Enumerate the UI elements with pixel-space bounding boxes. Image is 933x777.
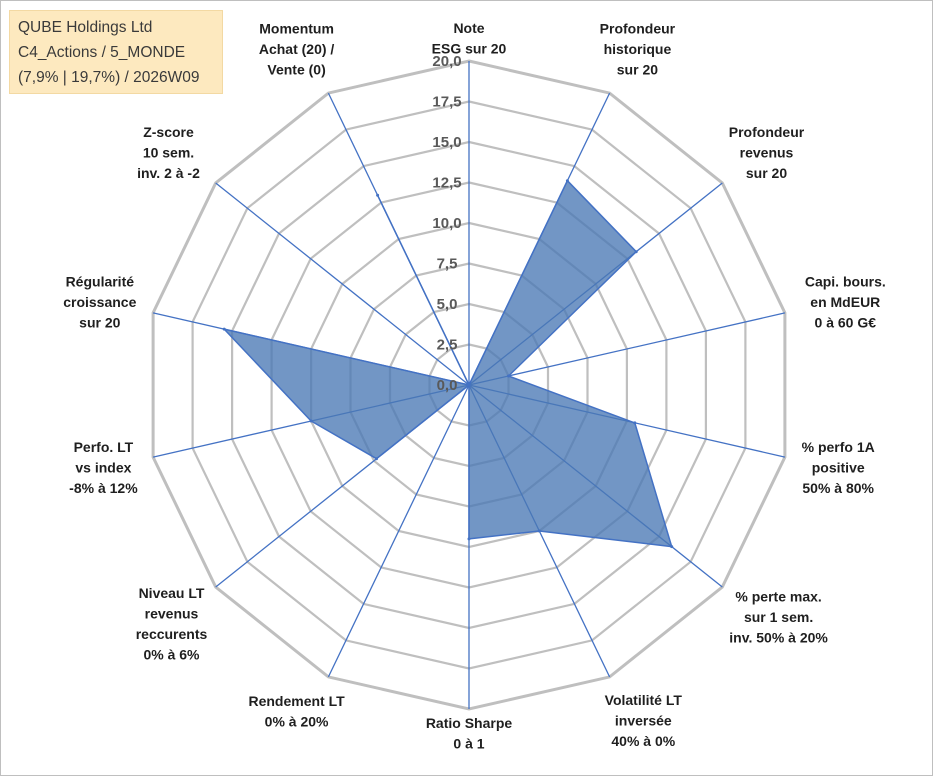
data-point-4 (633, 421, 637, 425)
axis-label-10: Perfo. LT vs index -8% à 12% (69, 439, 138, 496)
data-point-2 (634, 250, 638, 254)
data-point-1 (565, 179, 569, 183)
axis-label-0: Note ESG sur 20 (432, 20, 507, 57)
tick-label-1: 2,5 (437, 337, 458, 354)
info-box: QUBE Holdings Ltd C4_Actions / 5_MONDE (… (9, 10, 223, 94)
axis-label-11: Régularité croissance sur 20 (63, 273, 136, 330)
tick-label-2: 5,0 (437, 296, 458, 313)
data-point-10 (309, 419, 313, 423)
category-label: C4_Actions / 5_MONDE (18, 44, 186, 61)
tick-label-8: 20,0 (432, 53, 461, 70)
radar-axis-labels: Note ESG sur 20 Profondeur historique sur 20… (63, 20, 886, 752)
data-point-3 (507, 374, 510, 378)
data-point-11 (222, 327, 226, 331)
axis-spoke-8 (327, 384, 470, 678)
series-area-0 (223, 179, 673, 548)
tick-label-4: 10,0 (432, 215, 461, 232)
tick-label-7: 17,5 (432, 94, 461, 111)
axis-label-2: Profondeur revenus sur 20 (729, 124, 805, 181)
axis-label-9: Niveau LT revenus reccurents 0% à 6% (136, 585, 208, 663)
period-label: (7,9% | 19,7%) / 2026W09 (18, 69, 200, 86)
data-point-5 (670, 545, 674, 549)
axis-label-4: % perfo 1A positive 50% à 80% (802, 439, 875, 496)
axis-label-6: Volatilité LT inversée 40% à 0% (605, 692, 683, 749)
axis-label-5: % perte max. sur 1 sem. inv. 50% à 20% (729, 589, 828, 646)
data-point-6 (537, 529, 541, 533)
data-point-12 (467, 383, 471, 387)
axis-label-7: Ratio Sharpe 0 à 1 (426, 715, 513, 752)
axis-label-12: Z-score 10 sem. inv. 2 à -2 (137, 124, 200, 181)
data-point-9 (375, 457, 378, 461)
radar-tick-labels: 0,0 2,5 5,0 7,5 10,0 12,5 15,0 17,5 20,0 (432, 53, 461, 394)
axis-label-13: Momentum Achat (20) / Vente (0) (259, 20, 335, 77)
axis-spoke-3 (468, 312, 786, 386)
radar-series (222, 179, 674, 549)
data-point-13 (376, 193, 380, 197)
tick-label-5: 12,5 (432, 175, 461, 192)
axis-label-3: Capi. bours. en MdEUR 0 à 60 G€ (805, 273, 886, 330)
axis-label-1: Profondeur historique sur 20 (600, 20, 676, 77)
tick-label-0: 0,0 (437, 377, 458, 394)
company-name: QUBE Holdings Ltd (18, 19, 153, 36)
axis-spoke-12 (215, 182, 470, 386)
tick-label-3: 7,5 (437, 256, 458, 273)
tick-label-6: 15,0 (432, 134, 461, 151)
data-point-7 (467, 537, 471, 541)
axis-label-8: Rendement LT 0% à 20% (248, 693, 345, 730)
